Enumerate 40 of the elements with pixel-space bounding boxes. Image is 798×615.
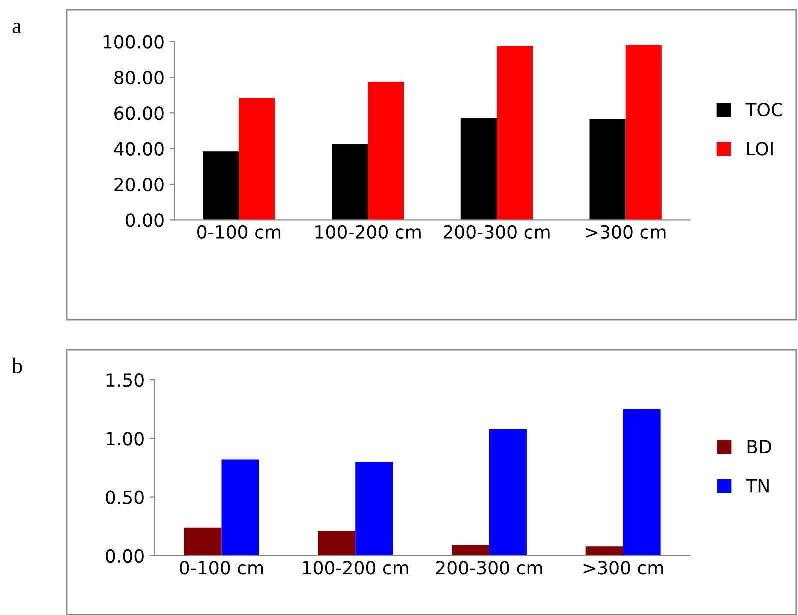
y-tick-label: 40.00	[114, 142, 164, 156]
y-tick-label: 0.50	[106, 490, 144, 504]
legend-label: BD	[748, 440, 772, 454]
y-tick-label: 0.00	[106, 549, 144, 564]
x-tick-label: 0-100 cm	[180, 561, 264, 575]
bar	[489, 429, 527, 556]
bar	[460, 118, 497, 220]
legend-label: LOI	[747, 142, 773, 156]
x-tick-label: >300 cm	[584, 561, 664, 575]
bar	[452, 545, 490, 556]
bar	[356, 462, 394, 556]
legend-label: TN	[746, 479, 769, 493]
bar	[184, 528, 222, 556]
bar	[590, 119, 626, 220]
x-tick-label: 100-200 cm	[316, 225, 421, 240]
x-tick-label: 100-200 cm	[303, 561, 408, 575]
bar	[318, 531, 356, 556]
bar	[239, 98, 276, 220]
bar	[368, 82, 404, 220]
bar	[586, 546, 624, 556]
y-tick-label: 100.00	[104, 35, 164, 49]
bar	[626, 45, 662, 220]
bar	[623, 409, 661, 556]
text: b	[12, 358, 22, 374]
bar	[203, 152, 240, 220]
bar	[496, 46, 534, 220]
y-tick-label: 1.50	[106, 374, 144, 388]
y-tick-label: 20.00	[114, 178, 164, 192]
x-tick-label: >300 cm	[586, 225, 666, 240]
bar	[222, 460, 260, 556]
y-tick-label: 80.00	[114, 70, 164, 85]
text: a	[12, 22, 22, 34]
y-tick-label: 1.00	[106, 432, 144, 446]
legend-label: TOC	[746, 103, 783, 117]
y-tick-label: 0.00	[126, 214, 164, 228]
x-tick-label: 200-300 cm	[444, 225, 550, 240]
bar	[332, 144, 368, 220]
y-tick-label: 60.00	[114, 106, 164, 120]
x-tick-label: 200-300 cm	[436, 561, 542, 575]
x-tick-label: 0-100 cm	[198, 225, 281, 240]
